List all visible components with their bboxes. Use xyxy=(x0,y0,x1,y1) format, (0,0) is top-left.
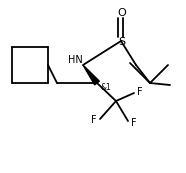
Text: S: S xyxy=(118,37,126,47)
Polygon shape xyxy=(83,65,99,85)
Text: &1: &1 xyxy=(101,83,111,92)
Text: F: F xyxy=(137,87,143,97)
Text: F: F xyxy=(131,118,137,128)
Text: O: O xyxy=(118,8,126,18)
Text: HN: HN xyxy=(68,55,82,65)
Text: F: F xyxy=(91,115,97,125)
